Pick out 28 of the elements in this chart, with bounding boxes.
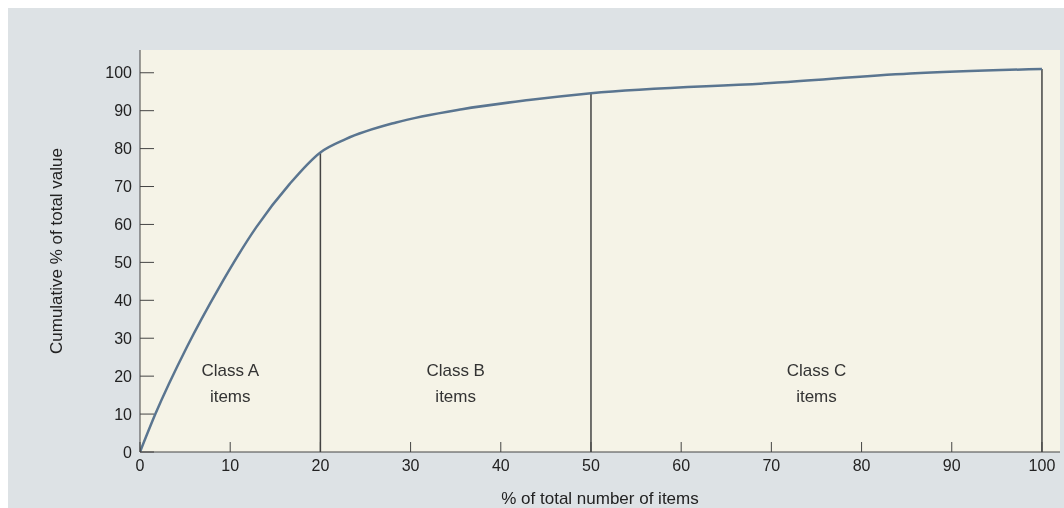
y-tick-label: 70 (114, 178, 133, 196)
x-tick-label: 60 (672, 457, 691, 475)
x-tick-label: 10 (221, 457, 240, 475)
y-tick-label: 30 (114, 329, 133, 347)
x-tick-label: 30 (401, 457, 420, 475)
y-axis-title: Cumulative % of total value (47, 148, 67, 354)
annotation: Class B items (426, 360, 485, 406)
y-tick-label: 10 (114, 405, 133, 423)
y-tick-label: 60 (114, 216, 133, 234)
y-tick-label: 0 (123, 443, 133, 461)
y-tick-label: 40 (114, 291, 133, 309)
x-tick-label: 0 (135, 457, 145, 475)
line-series (140, 67, 1044, 452)
x-tick-label: 90 (942, 457, 961, 475)
y-tick-label: 50 (114, 254, 133, 272)
x-tick-label: 80 (852, 457, 871, 475)
x-tick-label: 70 (762, 457, 781, 475)
x-tick-label: 20 (311, 457, 330, 475)
annotation: Class C items (786, 360, 847, 406)
x-tick-label: 100 (1028, 457, 1056, 475)
annotation: Class A items (201, 360, 260, 406)
y-tick-label: 100 (105, 64, 133, 82)
x-axis-title: % of total number of items (501, 489, 699, 508)
x-tick-label: 40 (491, 457, 510, 475)
x-tick-label: 50 (582, 457, 600, 475)
y-tick-label: 20 (114, 367, 133, 385)
y-tick-label: 80 (114, 140, 133, 158)
y-tick-label: 90 (114, 102, 133, 120)
